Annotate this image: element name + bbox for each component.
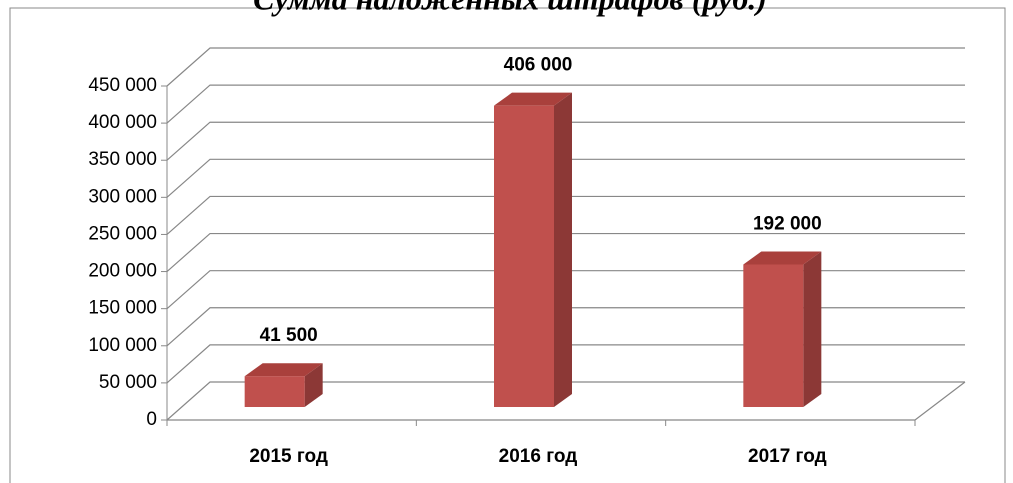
value-label: 406 000 — [504, 55, 573, 76]
y-tick-label: 0 — [146, 409, 157, 430]
y-tick-label: 200 000 — [88, 261, 157, 282]
grid-line — [166, 232, 965, 273]
bar-top — [743, 251, 822, 265]
bar-side — [554, 92, 572, 407]
value-label: 192 000 — [753, 214, 822, 235]
y-tick-label: 300 000 — [88, 186, 157, 207]
bar — [743, 264, 804, 407]
bar-side — [304, 363, 323, 407]
x-tick-label: 2016 год — [499, 446, 578, 467]
y-tick-label: 50 000 — [99, 372, 157, 393]
chart-title: Сумма наложенных штрафов (руб.) — [253, 0, 767, 16]
bar-top — [494, 92, 572, 106]
grid-line — [166, 84, 965, 124]
grid-line — [166, 381, 965, 421]
y-tick-label: 400 000 — [88, 112, 157, 133]
grid-line — [166, 121, 965, 161]
grid-line — [166, 270, 965, 310]
y-tick-label: 250 000 — [88, 223, 157, 244]
bar-side — [803, 251, 822, 407]
grid-line — [166, 47, 965, 87]
bar — [244, 376, 305, 407]
value-label: 41 500 — [260, 325, 318, 346]
y-tick-label: 150 000 — [88, 298, 157, 319]
y-tick-label: 350 000 — [88, 149, 157, 170]
grid-line — [166, 158, 965, 198]
x-tick-label: 2017 год — [748, 446, 827, 467]
bar-top — [244, 363, 323, 377]
y-tick-label: 100 000 — [88, 335, 157, 356]
chart-border — [9, 7, 1006, 483]
grid-line — [166, 195, 965, 235]
grid-line — [166, 307, 965, 347]
y-tick-label: 450 000 — [88, 75, 157, 96]
grid-line — [166, 344, 965, 384]
x-tick-label: 2015 год — [249, 446, 328, 467]
bar — [494, 105, 554, 407]
